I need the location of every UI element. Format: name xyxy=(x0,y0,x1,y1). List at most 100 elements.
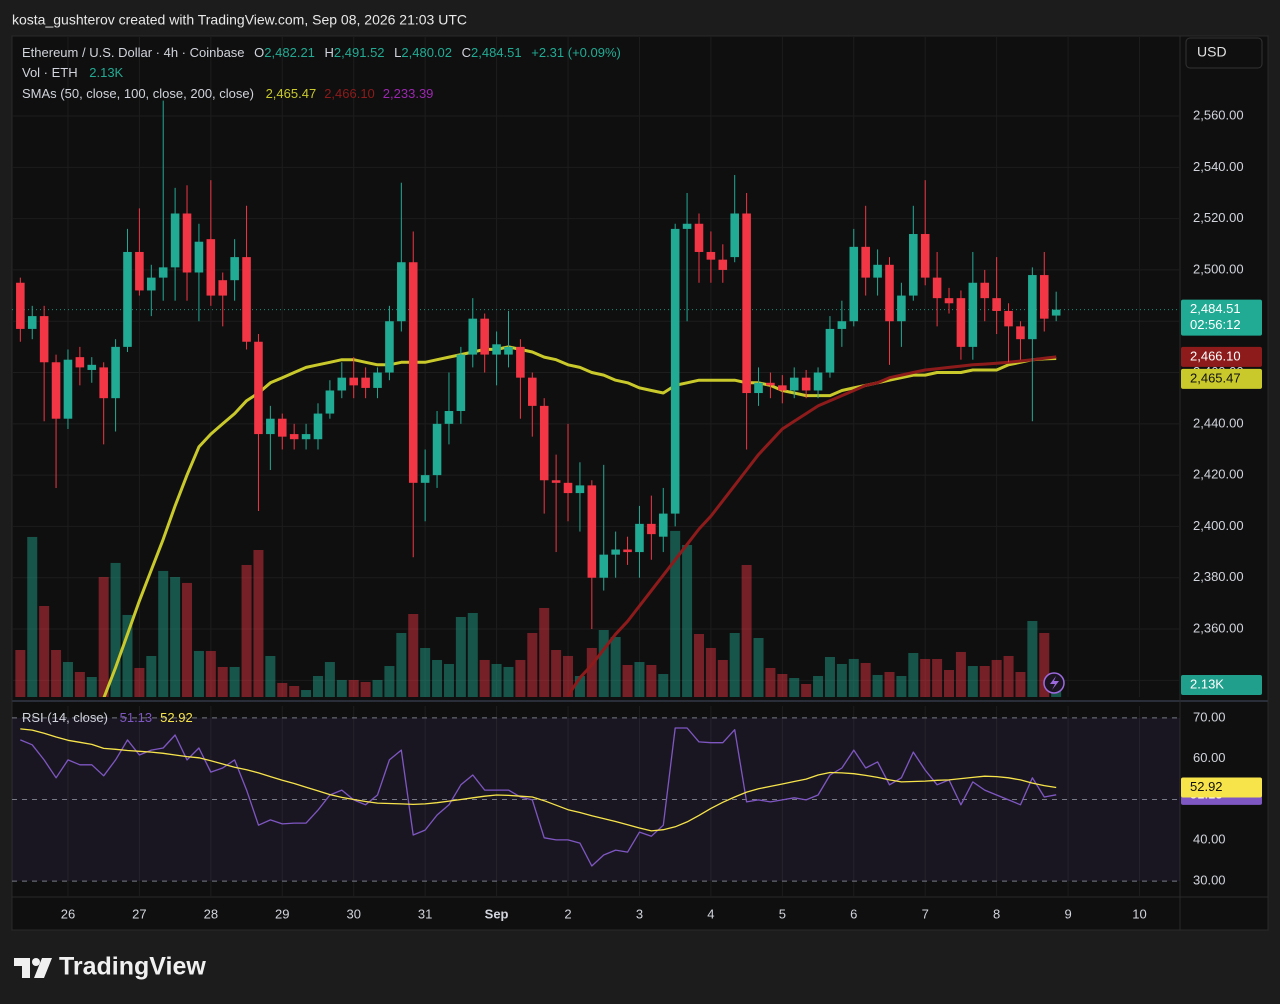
candle-body xyxy=(837,321,847,329)
volume-bar xyxy=(801,683,812,697)
y-tick-label: 2,420.00 xyxy=(1193,467,1244,482)
volume-bar xyxy=(717,659,728,697)
rsi-title: RSI (14, close) xyxy=(22,710,108,725)
volume-bar xyxy=(98,576,109,697)
volume-bar xyxy=(134,667,145,697)
x-tick-label: 10 xyxy=(1132,906,1146,921)
candle-body xyxy=(1028,275,1037,340)
volume-bar xyxy=(455,616,466,697)
candle-body xyxy=(147,277,156,291)
candle-body xyxy=(611,549,620,555)
candle-body xyxy=(873,264,882,278)
x-tick-label: 27 xyxy=(132,906,146,921)
sma-line xyxy=(566,355,1057,697)
volume-bar xyxy=(384,666,395,697)
candle-body xyxy=(813,372,823,391)
volume-bar xyxy=(634,662,645,697)
candle-body xyxy=(39,316,49,363)
volume-bar xyxy=(836,663,847,697)
last-price-label: 2,484.51 xyxy=(1190,301,1241,316)
y-tick-label: 2,360.00 xyxy=(1193,620,1244,635)
candle-body xyxy=(468,318,478,355)
axis-badge xyxy=(1181,777,1262,798)
volume-bar xyxy=(967,666,978,697)
candle-body xyxy=(456,354,466,412)
volume-bar xyxy=(622,664,633,697)
volume-bar xyxy=(324,662,335,697)
volume-bar xyxy=(729,632,740,697)
volume-bar xyxy=(62,662,73,697)
candle-body xyxy=(135,251,144,291)
header-text: kosta_gushterov created with TradingView… xyxy=(12,12,467,28)
candle-body xyxy=(254,341,263,435)
volume-bar xyxy=(741,564,752,697)
axis-badge-label: 52.92 xyxy=(1190,779,1223,794)
volume-bar xyxy=(813,675,824,697)
rsi-line xyxy=(20,727,1057,867)
currency-label[interactable]: USD xyxy=(1197,44,1227,60)
candle-body xyxy=(277,418,287,437)
x-tick-label: 30 xyxy=(346,906,360,921)
volume-bar xyxy=(646,664,657,697)
candle-body xyxy=(778,385,787,391)
candle-body xyxy=(301,434,311,440)
volume-bar xyxy=(277,682,288,697)
candle-body xyxy=(1004,310,1013,327)
candle-body xyxy=(706,251,716,260)
candle-body xyxy=(635,523,644,553)
candle-body xyxy=(1039,275,1049,319)
candle-body xyxy=(944,298,954,304)
volume-bar xyxy=(610,636,621,697)
candle-body xyxy=(361,377,370,388)
sma-title: SMAs (50, close, 100, close, 200, close) xyxy=(22,86,254,101)
volume-bar xyxy=(217,666,228,697)
candle-body xyxy=(909,234,918,296)
volume-bar xyxy=(955,651,966,697)
volume-bar xyxy=(872,674,883,697)
symbol-title: Ethereum / U.S. Dollar · 4h · Coinbase xyxy=(22,45,245,60)
rsi-tick-label: 40.00 xyxy=(1193,832,1226,847)
candle-body xyxy=(230,257,239,281)
x-tick-label: 31 xyxy=(418,906,432,921)
volume-bar xyxy=(432,659,443,697)
candle-body xyxy=(99,367,108,399)
candle-body xyxy=(575,485,585,494)
candle-body xyxy=(385,321,394,373)
rsi-tick-label: 60.00 xyxy=(1193,750,1226,765)
y-tick-label: 2,520.00 xyxy=(1193,210,1244,225)
volume-bar xyxy=(396,632,407,697)
brand-name: TradingView xyxy=(59,953,206,981)
volume-bar xyxy=(765,667,776,697)
candle-body xyxy=(337,377,347,391)
y-tick-label: 2,560.00 xyxy=(1193,107,1244,122)
volume-bar xyxy=(205,650,216,697)
candle-body xyxy=(825,328,835,373)
brand-logo xyxy=(14,958,52,978)
volume-bar xyxy=(527,632,538,697)
candle-body xyxy=(182,213,192,273)
x-tick-label: 28 xyxy=(204,906,218,921)
candle-body xyxy=(789,377,799,391)
x-tick-label: 2 xyxy=(564,906,571,921)
volume-bar xyxy=(122,614,133,697)
sma-value: 2,465.47 xyxy=(266,86,317,101)
volume-bar xyxy=(253,549,264,697)
candle-body xyxy=(801,377,811,391)
volume-bar xyxy=(693,633,704,697)
rsi-legend: RSI (14, close) 51.13 52.92 xyxy=(22,710,193,725)
candle-body xyxy=(539,405,549,481)
currency-button[interactable] xyxy=(1185,37,1263,69)
candle-body xyxy=(516,346,525,378)
volume-bar xyxy=(753,638,764,697)
volume-bar xyxy=(991,659,1002,697)
volume-bar xyxy=(1003,655,1014,697)
ohlc-value: 2,484.51 xyxy=(471,45,522,60)
candle-body xyxy=(658,513,668,537)
volume-bar xyxy=(574,675,585,697)
candle-body xyxy=(682,223,692,229)
candle-body xyxy=(158,267,168,278)
candle-body xyxy=(266,418,275,435)
candle-body xyxy=(968,282,978,347)
volume-bar xyxy=(39,605,50,697)
candle-body xyxy=(861,246,870,278)
